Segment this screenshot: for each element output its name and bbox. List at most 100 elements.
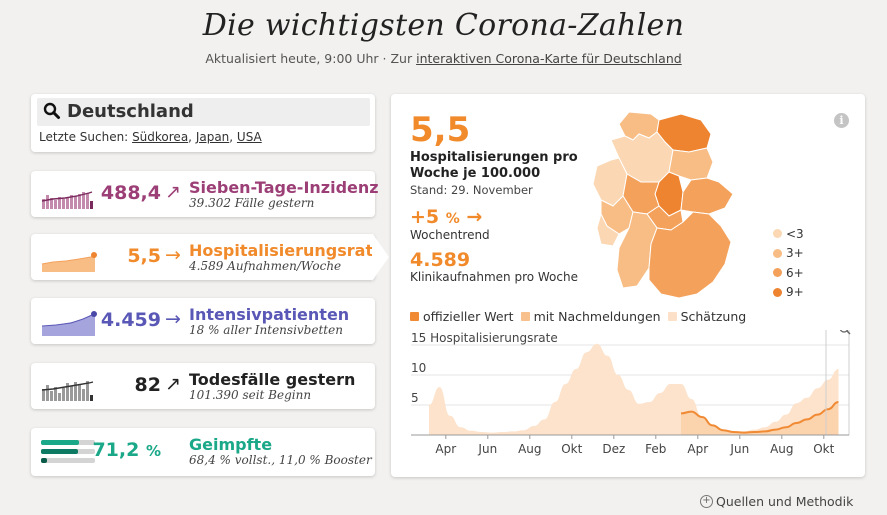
- detail-label: Hospitalisierungen pro Woche je 100.000: [410, 150, 590, 182]
- x-tick-label: Apr: [435, 442, 456, 456]
- x-tick-label: Apr: [687, 442, 708, 456]
- metric-name: Geimpfte: [189, 435, 273, 454]
- x-tick-label: Aug: [770, 442, 793, 456]
- metric-value: 5,5: [127, 245, 161, 267]
- metric-sub: 68,4 % vollst., 11,0 % Booster: [189, 453, 372, 467]
- legend-label: <3: [786, 226, 804, 241]
- sources-link[interactable]: + Quellen und Methodik: [700, 494, 853, 509]
- trend-up-icon: ↗: [165, 373, 181, 395]
- recent-separator: ,: [229, 130, 237, 144]
- y-axis-labels: 5 10 15 Hospitalisierungsrate: [411, 331, 558, 405]
- metric-value: 82: [134, 374, 161, 396]
- x-tick-label: Jun: [477, 442, 497, 456]
- legend-dot-icon: [773, 248, 782, 258]
- trend-right-icon: →: [165, 308, 181, 330]
- deaths-sparkline: [41, 381, 94, 401]
- y-tick-label: 15 Hospitalisierungsrate: [411, 331, 558, 345]
- metric-sub: 18 % aller Intensivbetten: [189, 323, 343, 337]
- detail-card: 5,5 Hospitalisierungen pro Woche je 100.0…: [391, 94, 865, 477]
- metric-name: Sieben-Tage-Inzidenz: [189, 178, 379, 197]
- info-icon[interactable]: i: [834, 113, 849, 128]
- metric-value: 4.459: [100, 309, 161, 331]
- recent-separator: ,: [188, 130, 196, 144]
- recent-label: Letzte Suchen:: [39, 130, 129, 144]
- legend-dot-icon: [773, 268, 782, 278]
- metric-value: 488,4: [100, 182, 161, 204]
- metric-name: Hospitalisierungsrate: [189, 241, 384, 260]
- area-mit-nachmeldungen: [429, 343, 839, 435]
- map-legend-item: <3: [773, 224, 804, 244]
- legend-swatch-icon: [410, 312, 419, 321]
- legend-label: 9+: [786, 285, 804, 300]
- selection-pointer: [372, 233, 389, 281]
- hospitalization-chart[interactable]: 5 10 15 Hospitalisierungsrate Apr Jun Aug Okt…: [391, 330, 865, 477]
- legend-label: mit Nachmeldungen: [533, 309, 661, 324]
- search-value: Deutschland: [67, 101, 194, 122]
- plus-circle-icon: +: [700, 495, 713, 508]
- legend-label: offizieller Wert: [423, 309, 514, 324]
- map-legend: <3 3+ 6+ 9+: [773, 224, 804, 302]
- sources-label: Quellen und Methodik: [716, 494, 854, 509]
- incidence-sparkline: [41, 191, 93, 209]
- metric-value: 71,2 %: [92, 439, 161, 461]
- trend-unit: %: [445, 211, 460, 227]
- legend-dot-icon: [773, 229, 782, 239]
- page-title: Die wichtigsten Corona-Zahlen: [202, 8, 685, 43]
- legend-swatch-icon: [667, 312, 677, 321]
- weekly-trend-value: +5 % →: [410, 206, 482, 228]
- percent-unit: %: [145, 442, 161, 460]
- metric-sub: 4.589 Aufnahmen/Woche: [189, 259, 342, 273]
- line-offizieller-wert: [680, 401, 839, 434]
- metric-card-vaccinated[interactable]: 71,2 % Geimpfte 68,4 % vollst., 11,0 % B…: [31, 428, 375, 476]
- search-input[interactable]: Deutschland: [37, 98, 370, 126]
- trend-arrow-icon: →: [466, 206, 483, 228]
- map-link[interactable]: interaktiven Corona-Karte für Deutschlan…: [416, 51, 682, 66]
- legend-swatch-icon: [520, 312, 530, 321]
- germany-map[interactable]: [589, 110, 737, 302]
- detail-label-line: Hospitalisierungen pro: [410, 150, 578, 165]
- recent-search-link[interactable]: USA: [236, 130, 262, 144]
- area-offizieller-wert: [681, 402, 839, 435]
- metric-sub: 39.302 Fälle gestern: [189, 196, 315, 210]
- series-legend-item: Schätzung: [667, 309, 747, 324]
- page-subtitle: Aktualisiert heute, 9:00 Uhr · Zur inter…: [0, 51, 887, 66]
- legend-label: 3+: [786, 246, 804, 261]
- metric-card-hospitalization[interactable]: 5,5 → Hospitalisierungsrate 4.589 Aufnah…: [31, 234, 384, 280]
- recent-search-link[interactable]: Südkorea: [132, 130, 189, 144]
- trend-up-icon: ↗: [165, 181, 181, 203]
- zoom-icon[interactable]: [839, 330, 851, 335]
- icu-sparkline: [41, 311, 97, 336]
- legend-label: Schätzung: [680, 309, 747, 324]
- clinic-admissions-label: Klinikaufnahmen pro Woche: [410, 270, 578, 284]
- y-tick-label: 5: [411, 391, 419, 405]
- series-legend-item: offizieller Wert: [410, 309, 514, 324]
- metric-card-icu[interactable]: 4.459 → Intensivpatienten 18 % aller Int…: [31, 298, 375, 344]
- series-legend: offizieller Wert mit Nachmeldungen Schät…: [410, 309, 753, 324]
- x-tick-label: Feb: [645, 442, 666, 456]
- legend-label: 6+: [786, 265, 804, 280]
- x-tick-label: Dez: [602, 442, 625, 456]
- metric-name: Todesfälle gestern: [189, 370, 356, 389]
- weekly-trend-label: Wochentrend: [410, 228, 490, 242]
- subtitle-text: Aktualisiert heute, 9:00 Uhr · Zur: [205, 51, 417, 66]
- detail-label-line: Woche je 100.000: [410, 166, 541, 181]
- y-tick-label: 10: [411, 361, 426, 375]
- map-legend-item: 6+: [773, 263, 804, 283]
- trend-right-icon: →: [165, 244, 181, 266]
- search-icon: [43, 102, 60, 119]
- metric-card-deaths[interactable]: 82 ↗ Todesfälle gestern 101.390 seit Beg…: [31, 363, 375, 409]
- detail-date: Stand: 29. November: [410, 183, 533, 197]
- metric-sub: 101.390 seit Beginn: [189, 388, 312, 402]
- metric-name: Intensivpatienten: [189, 305, 350, 324]
- metric-card-incidence[interactable]: 488,4 ↗ Sieben-Tage-Inzidenz 39.302 Fäll…: [31, 171, 379, 217]
- x-tick-label: Aug: [518, 442, 541, 456]
- vaccination-bars-icon: [41, 440, 95, 463]
- search-card: Deutschland Letzte Suchen: Südkorea, Jap…: [31, 94, 375, 152]
- x-tick-label: Jun: [729, 442, 749, 456]
- recent-search-link[interactable]: Japan: [195, 130, 230, 144]
- recent-searches: Letzte Suchen: Südkorea, Japan, USA: [39, 130, 262, 144]
- legend-dot-icon: [773, 287, 782, 297]
- hospitalization-sparkline: [41, 252, 97, 272]
- vaccinated-value: 71,2: [92, 439, 140, 461]
- series-legend-item: mit Nachmeldungen: [520, 309, 661, 324]
